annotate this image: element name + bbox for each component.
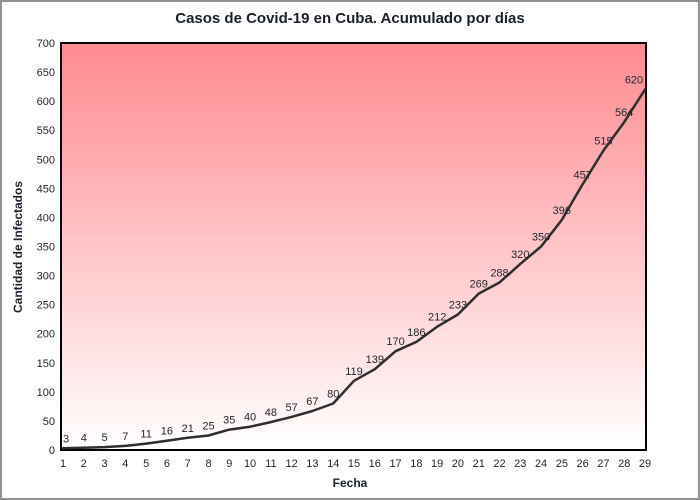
x-tick-label: 21 [473, 458, 485, 470]
x-tick-label: 2 [81, 458, 87, 470]
x-tick-label: 24 [535, 458, 547, 470]
x-tick-label: 4 [122, 458, 128, 470]
y-tick-label: 650 [37, 67, 55, 79]
x-tick-label: 13 [306, 458, 318, 470]
x-tick-label: 22 [493, 458, 505, 470]
x-tick-label: 29 [639, 458, 651, 470]
y-tick-label: 450 [37, 183, 55, 195]
data-point-label: 80 [327, 388, 339, 400]
x-tick-label: 7 [185, 458, 191, 470]
y-tick-label: 100 [37, 387, 55, 399]
y-tick-label: 350 [37, 242, 55, 254]
x-tick-label: 9 [226, 458, 232, 470]
data-point-label: 67 [306, 396, 318, 408]
data-point-label: 57 [286, 402, 298, 414]
chart-title: Casos de Covid-19 en Cuba. Acumulado por… [175, 10, 525, 27]
data-point-label: 25 [202, 420, 214, 432]
data-point-label: 212 [428, 312, 446, 324]
data-point-label: 233 [449, 300, 467, 312]
data-point-label: 5 [102, 432, 108, 444]
y-tick-label: 150 [37, 358, 55, 370]
data-point-label: 16 [161, 426, 173, 438]
x-tick-label: 10 [244, 458, 256, 470]
y-tick-label: 400 [37, 212, 55, 224]
x-tick-label: 23 [514, 458, 526, 470]
x-tick-label: 27 [597, 458, 609, 470]
data-point-label: 21 [182, 423, 194, 435]
data-point-label: 350 [532, 232, 550, 244]
y-tick-label: 550 [37, 125, 55, 137]
data-point-label: 288 [490, 268, 508, 280]
x-tick-label: 25 [556, 458, 568, 470]
y-tick-label: 700 [37, 38, 55, 50]
x-tick-label: 3 [102, 458, 108, 470]
x-tick-label: 15 [348, 458, 360, 470]
y-tick-label: 50 [43, 416, 55, 428]
y-tick-label: 500 [37, 154, 55, 166]
data-point-label: 35 [223, 415, 235, 427]
data-point-label: 139 [366, 354, 384, 366]
data-point-label: 4 [81, 433, 87, 445]
data-point-label: 7 [122, 431, 128, 443]
x-tick-label: 8 [205, 458, 211, 470]
x-tick-label: 16 [369, 458, 381, 470]
plot-background [60, 42, 647, 451]
x-tick-label: 14 [327, 458, 339, 470]
data-point-label: 457 [573, 169, 591, 181]
data-point-label: 186 [407, 327, 425, 339]
data-point-label: 170 [386, 336, 404, 348]
x-tick-label: 17 [389, 458, 401, 470]
x-tick-label: 1 [60, 458, 66, 470]
x-tick-label: 11 [265, 458, 276, 470]
data-point-label: 396 [553, 205, 571, 217]
data-point-label: 620 [625, 75, 643, 87]
x-tick-label: 18 [410, 458, 422, 470]
data-point-label: 3 [63, 433, 69, 445]
x-tick-label: 20 [452, 458, 464, 470]
y-tick-label: 600 [37, 96, 55, 108]
y-tick-label: 300 [37, 271, 55, 283]
x-tick-label: 26 [577, 458, 589, 470]
data-point-label: 11 [140, 429, 151, 441]
line-series [61, 88, 647, 450]
data-point-label: 269 [470, 279, 488, 291]
data-point-label: 320 [511, 249, 529, 261]
data-point-label: 564 [615, 107, 633, 119]
data-point-label: 40 [244, 412, 256, 424]
x-tick-label: 12 [286, 458, 298, 470]
y-tick-label: 250 [37, 300, 55, 312]
data-point-label: 119 [345, 366, 363, 378]
x-tick-label: 5 [143, 458, 149, 470]
data-point-label: 48 [265, 407, 277, 419]
y-tick-label: 200 [37, 329, 55, 341]
data-point-label: 515 [594, 136, 612, 148]
x-tick-label: 6 [164, 458, 170, 470]
x-axis-title: Fecha [332, 476, 368, 490]
x-tick-label: 19 [431, 458, 443, 470]
y-tick-label: 0 [49, 445, 55, 457]
x-tick-label: 28 [618, 458, 630, 470]
